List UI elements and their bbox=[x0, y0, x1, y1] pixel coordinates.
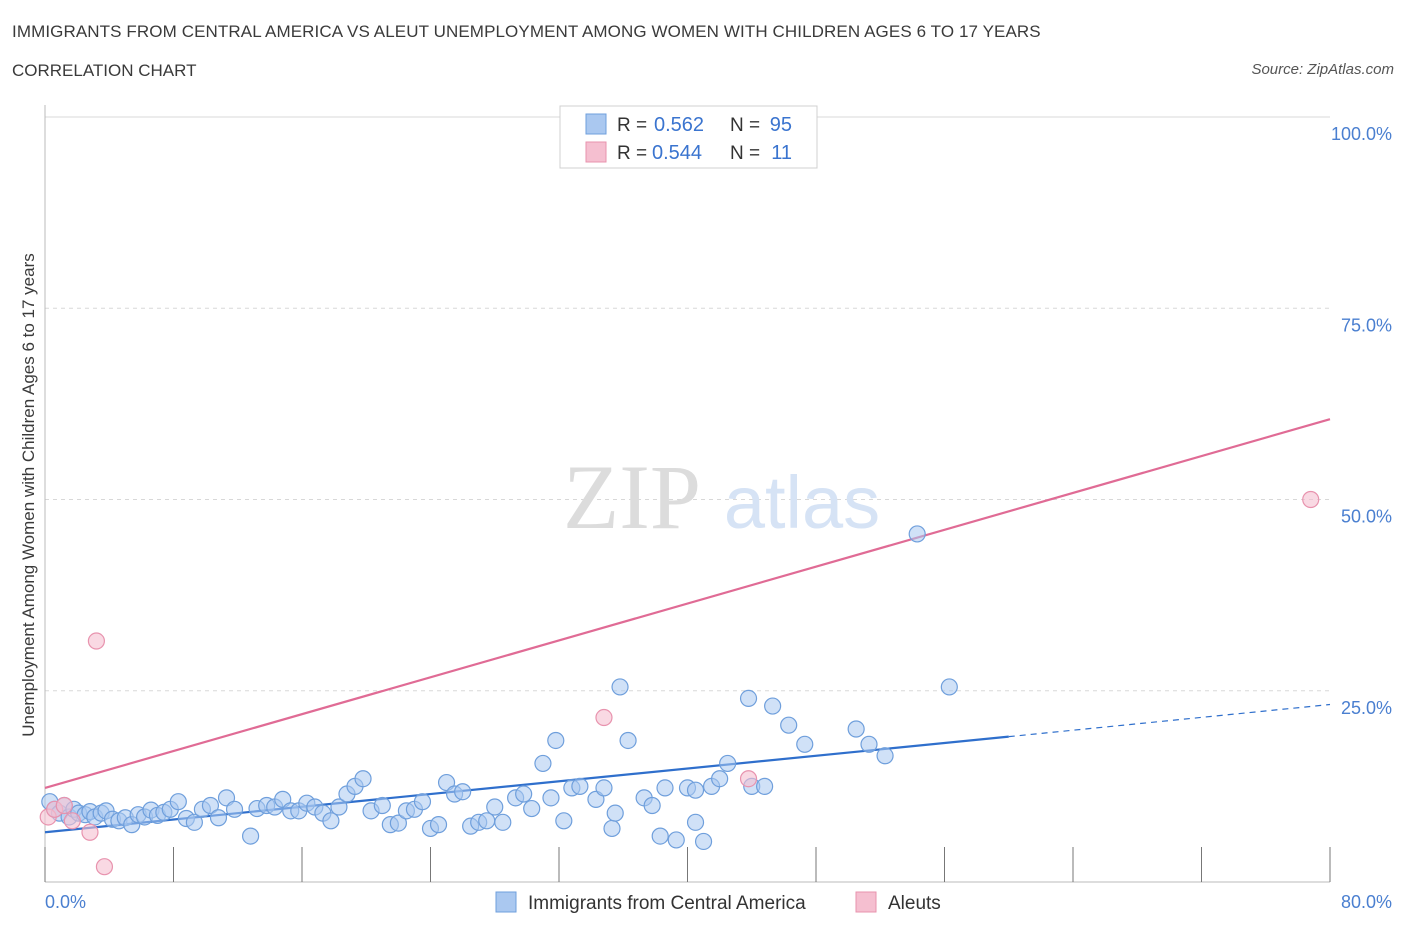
point-aleuts bbox=[1302, 490, 1320, 509]
point-aleuts bbox=[739, 770, 758, 788]
axes: 25.0% 50.0% 75.0% 100.0% 0.0% 80.0% bbox=[44, 105, 1392, 912]
bottom-legend-label-pink: Aleuts bbox=[888, 893, 941, 914]
chart-subtitle: CORRELATION CHART bbox=[12, 61, 197, 80]
legend-swatch-blue bbox=[585, 113, 607, 135]
trend-line-immigrants-extrapolated bbox=[1008, 703, 1331, 738]
point-immigrants bbox=[429, 816, 448, 834]
point-immigrants bbox=[764, 697, 782, 715]
legend-r-value-blue: 0.562 bbox=[654, 114, 704, 136]
x-tick-label: 80.0% bbox=[1341, 892, 1392, 912]
legend-r-label-pink: R = bbox=[617, 143, 647, 164]
y-tick-label: 50.0% bbox=[1341, 507, 1392, 527]
point-immigrants bbox=[719, 754, 737, 773]
point-immigrants bbox=[225, 800, 244, 818]
point-aleuts bbox=[55, 796, 73, 815]
x-tick-label: 0.0% bbox=[45, 892, 86, 912]
point-immigrants bbox=[555, 812, 573, 830]
point-immigrants bbox=[523, 799, 541, 818]
point-immigrants bbox=[209, 809, 228, 827]
point-immigrants bbox=[413, 793, 432, 811]
point-immigrants bbox=[542, 789, 560, 807]
point-immigrants bbox=[780, 716, 798, 734]
point-immigrants bbox=[242, 827, 260, 845]
point-immigrants bbox=[611, 678, 629, 696]
y-axis-label: Unemployment Among Women with Children A… bbox=[19, 253, 38, 737]
point-immigrants bbox=[940, 678, 958, 696]
point-immigrants bbox=[515, 785, 533, 803]
watermark-atlas: atlas bbox=[724, 461, 880, 544]
point-aleuts bbox=[81, 823, 99, 841]
point-immigrants bbox=[686, 813, 705, 831]
chart-title: IMMIGRANTS FROM CENTRAL AMERICA VS ALEUT… bbox=[12, 22, 1041, 41]
y-tick-label: 75.0% bbox=[1341, 315, 1392, 335]
legend-n-label-pink: N = bbox=[730, 143, 760, 164]
point-immigrants bbox=[185, 813, 203, 831]
point-immigrants bbox=[330, 798, 348, 816]
point-immigrants bbox=[603, 819, 621, 838]
legend-n-value-blue: 95 bbox=[770, 114, 792, 136]
point-immigrants bbox=[656, 779, 674, 797]
bottom-legend-swatch-blue bbox=[495, 891, 517, 913]
y-tick-label: 100.0% bbox=[1331, 124, 1392, 144]
point-immigrants bbox=[571, 777, 589, 795]
point-immigrants bbox=[876, 747, 894, 765]
point-immigrants bbox=[534, 754, 552, 773]
point-immigrants bbox=[373, 796, 391, 815]
point-immigrants bbox=[667, 831, 685, 849]
legend-r-value-pink: 0.544 bbox=[652, 142, 702, 164]
point-immigrants bbox=[711, 770, 729, 788]
legend-n-value-pink: 11 bbox=[771, 142, 792, 164]
point-aleuts bbox=[595, 708, 613, 727]
point-immigrants bbox=[694, 832, 713, 851]
point-immigrants bbox=[454, 783, 472, 801]
bottom-legend-swatch-pink bbox=[855, 891, 877, 913]
trend-line-aleuts bbox=[44, 418, 1331, 789]
legend-swatch-pink bbox=[585, 141, 607, 163]
point-immigrants bbox=[547, 731, 565, 750]
point-immigrants bbox=[860, 735, 878, 753]
point-immigrants bbox=[169, 793, 187, 811]
data-points bbox=[39, 108, 1320, 876]
point-immigrants bbox=[595, 779, 613, 797]
grid-lines bbox=[45, 116, 1330, 692]
top-legend: R = 0.562 N = 95 R = 0.544 N = 11 bbox=[559, 105, 818, 169]
point-immigrants bbox=[486, 798, 504, 816]
point-immigrants bbox=[908, 525, 926, 543]
point-immigrants bbox=[651, 827, 669, 845]
point-immigrants bbox=[201, 796, 220, 815]
point-immigrants bbox=[354, 770, 372, 788]
point-immigrants bbox=[606, 804, 624, 822]
point-immigrants bbox=[796, 735, 814, 753]
point-immigrants bbox=[643, 796, 661, 815]
watermark: ZIP atlas bbox=[563, 446, 880, 548]
point-immigrants bbox=[739, 689, 758, 708]
point-immigrants bbox=[619, 731, 637, 750]
y-tick-label: 25.0% bbox=[1341, 698, 1392, 718]
point-aleuts bbox=[63, 812, 81, 830]
point-immigrants bbox=[494, 813, 512, 831]
bottom-legend: Immigrants from Central America Aleuts bbox=[495, 891, 941, 914]
point-immigrants bbox=[322, 812, 340, 830]
source-note: Source: ZipAtlas.com bbox=[1251, 61, 1394, 78]
legend-n-label-blue: N = bbox=[730, 115, 760, 136]
point-immigrants bbox=[686, 781, 705, 799]
bottom-legend-label-blue: Immigrants from Central America bbox=[528, 893, 806, 914]
point-immigrants bbox=[755, 777, 774, 795]
point-aleuts bbox=[95, 858, 114, 876]
point-aleuts bbox=[87, 632, 106, 650]
point-immigrants bbox=[847, 720, 865, 738]
point-immigrants bbox=[389, 814, 407, 832]
watermark-zip: ZIP bbox=[563, 446, 701, 548]
legend-r-label-blue: R = bbox=[617, 115, 647, 136]
